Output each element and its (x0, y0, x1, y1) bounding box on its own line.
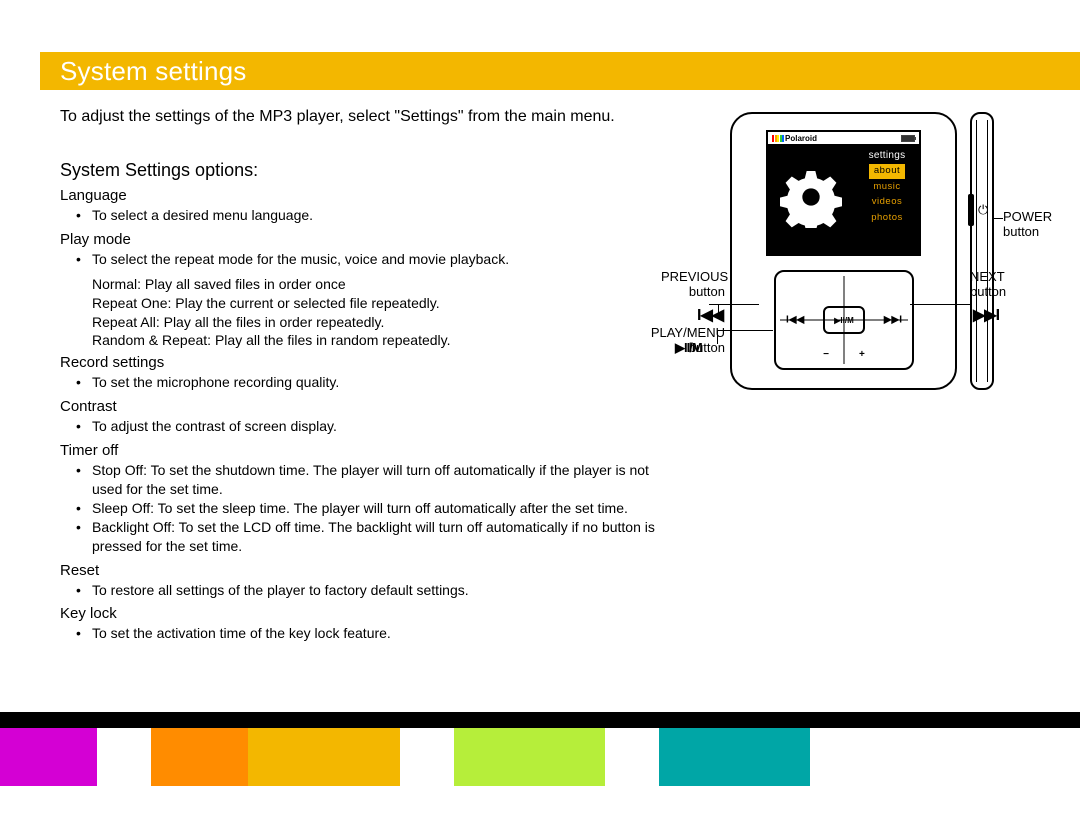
option-reset-bullet: To restore all settings of the player to… (76, 581, 680, 600)
leader-line (717, 330, 773, 331)
screen-menu-title: settings (857, 150, 917, 161)
option-record-title: Record settings (60, 354, 680, 371)
label-previous: PREVIOUSbutton (661, 270, 725, 300)
footer-bar-segment (400, 728, 454, 786)
content-column: System Settings options: Language To sel… (60, 160, 680, 649)
screen-menu-item-videos: videos (872, 195, 902, 210)
device-screen: Polaroid settings about music videos p (766, 130, 921, 256)
option-contrast-bullet: To adjust the contrast of screen display… (76, 417, 680, 436)
option-contrast-title: Contrast (60, 398, 680, 415)
option-timer-title: Timer off (60, 442, 680, 459)
control-pad: ▶II/M I◀◀ ▶▶I −+ (774, 270, 914, 370)
page-title: System settings (40, 56, 247, 87)
prev-button-icon: I◀◀ (786, 315, 804, 326)
play-outer-icon: ▶II/M (675, 340, 702, 356)
playmode-random: Random & Repeat: Play all the files in r… (92, 331, 680, 350)
power-icon: ⏻ (978, 202, 988, 218)
battery-icon (901, 135, 915, 142)
device-illustration: Polaroid settings about music videos p (695, 112, 1065, 412)
leader-line (910, 304, 970, 305)
option-keylock-title: Key lock (60, 605, 680, 622)
polaroid-stripes-icon (772, 135, 784, 142)
screen-menu-item-about: about (869, 164, 905, 179)
playmode-repeat-all: Repeat All: Play all the files in order … (92, 313, 680, 332)
screen-menu-item-photos: photos (871, 211, 903, 226)
footer-bar-segment (151, 728, 248, 786)
option-language-bullet: To select a desired menu language. (76, 206, 680, 225)
device-side-inner (976, 120, 988, 382)
option-keylock-bullet: To set the activation time of the key lo… (76, 624, 680, 643)
prev-outer-icon: I◀◀ (697, 305, 723, 325)
screen-menu-list: about music videos photos (857, 164, 917, 226)
option-reset-title: Reset (60, 562, 680, 579)
footer-bar-segment (454, 728, 605, 786)
option-language-title: Language (60, 187, 680, 204)
leader-line (970, 304, 971, 315)
gear-icon (780, 166, 842, 233)
brand-text: Polaroid (785, 134, 817, 143)
next-outer-icon: ▶▶I (973, 305, 999, 325)
playmode-repeat-one: Repeat One: Play the current or selected… (92, 294, 680, 313)
screen-menu-item-music: music (873, 180, 900, 195)
leader-line (709, 304, 759, 305)
option-timer-bullet-3: Backlight Off: To set the LCD off time. … (76, 518, 680, 556)
intro-text: To adjust the settings of the MP3 player… (60, 108, 760, 126)
leader-line (718, 304, 719, 315)
device-side: ⏻ (970, 112, 994, 390)
power-button (968, 194, 974, 226)
footer-bar-segment (810, 728, 1080, 786)
header-bar: System settings (40, 52, 1080, 90)
brand-logo: Polaroid (772, 134, 817, 143)
footer-bar-segment (248, 728, 399, 786)
screen-menu-panel: settings about music videos photos (857, 146, 917, 252)
label-power: POWERbutton (1003, 210, 1063, 240)
footer-bar-segment (605, 728, 659, 786)
option-timer-bullet-1: Stop Off: To set the shutdown time. The … (76, 461, 680, 499)
play-menu-button: ▶II/M (823, 306, 865, 334)
option-record-bullet: To set the microphone recording quality. (76, 373, 680, 392)
footer-bar-segment (0, 728, 97, 786)
minus-icon: − (823, 349, 829, 360)
section-title: System Settings options: (60, 160, 680, 181)
footer-bar-segment (659, 728, 810, 786)
plus-icon: + (859, 349, 865, 360)
footer-color-bars (0, 728, 1080, 786)
manual-page: System settings To adjust the settings o… (0, 0, 1080, 834)
option-timer-bullet-2: Sleep Off: To set the sleep time. The pl… (76, 499, 680, 518)
leader-line (993, 218, 1003, 219)
label-next: NEXTbutton (970, 270, 1022, 300)
footer-bar-segment (97, 728, 151, 786)
leader-line (717, 330, 718, 344)
next-button-icon: ▶▶I (884, 315, 902, 326)
screen-status-bar: Polaroid (768, 132, 919, 144)
footer-black-bar (0, 712, 1080, 728)
device-front: Polaroid settings about music videos p (730, 112, 957, 390)
screen-icon-panel (770, 146, 852, 252)
volume-buttons: −+ (823, 349, 865, 360)
playmode-normal: Normal: Play all saved files in order on… (92, 275, 680, 294)
option-playmode-bullet: To select the repeat mode for the music,… (76, 250, 680, 269)
option-playmode-title: Play mode (60, 231, 680, 248)
